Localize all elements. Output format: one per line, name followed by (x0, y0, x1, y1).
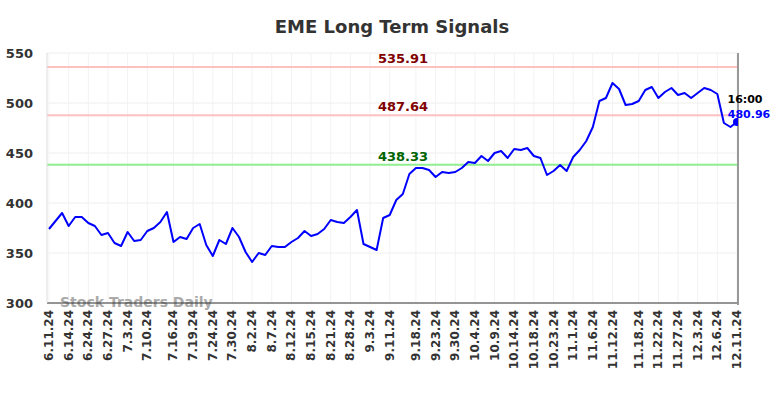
grid-line-x (389, 53, 390, 303)
x-tick-label: 11.18.24 (632, 310, 646, 369)
x-tick-label: 9.23.24 (429, 310, 443, 361)
x-tick-label: 7.3.24 (121, 310, 135, 353)
x-tick-label: 12.11.24 (730, 310, 744, 369)
grid-line-x (678, 53, 679, 303)
grid-line-x (553, 53, 554, 303)
x-tick-label: 11.12.24 (606, 310, 620, 369)
x-tick-label: 10.23.24 (547, 310, 561, 369)
reference-line (47, 164, 738, 166)
right-border (737, 53, 739, 305)
grid-line-x (68, 53, 69, 303)
grid-line (47, 253, 738, 254)
y-tick-label: 550 (6, 46, 33, 61)
grid-line-x (573, 53, 574, 303)
grid-line-x (311, 53, 312, 303)
watermark: Stock Traders Daily (60, 294, 213, 310)
reference-label: 438.33 (378, 149, 428, 164)
x-tick-label: 9.3.24 (363, 310, 377, 353)
grid-line-x (658, 53, 659, 303)
grid-line-x (147, 53, 148, 303)
price-line (49, 83, 737, 262)
grid-line-x (592, 53, 593, 303)
grid-line-x (638, 53, 639, 303)
x-tick-label: 12.6.24 (710, 310, 724, 361)
x-tick-label: 6.24.24 (81, 310, 95, 361)
x-tick-label: 7.10.24 (140, 310, 154, 361)
x-tick-label: 10.18.24 (527, 310, 541, 369)
x-tick-label: 8.12.24 (284, 310, 298, 361)
grid-line-x (717, 53, 718, 303)
grid-line-x (330, 53, 331, 303)
grid-line-x (350, 53, 351, 303)
plot-area (49, 83, 738, 262)
x-tick-label: 8.7.24 (265, 310, 279, 353)
grid-line-x (232, 53, 233, 303)
reference-line (47, 66, 738, 68)
y-tick-label: 500 (6, 96, 33, 111)
grid-line-x (193, 53, 194, 303)
grid-line-x (49, 53, 50, 303)
title: EME Long Term Signals (275, 16, 509, 37)
grid-line-x (455, 53, 456, 303)
background (0, 0, 784, 398)
x-tick-label: 8.21.24 (324, 310, 338, 361)
x-tick-label: 10.4.24 (468, 310, 482, 361)
last-time: 16:00 (727, 93, 762, 106)
x-tick-label: 12.3.24 (691, 310, 705, 361)
y-tick-label: 300 (6, 296, 33, 311)
grid-line-x (173, 53, 174, 303)
x-tick-label: 11.1.24 (566, 310, 580, 361)
grid-line-x (370, 53, 371, 303)
x-tick-label: 9.11.24 (383, 310, 397, 361)
grid-line-x (88, 53, 89, 303)
y-axis (47, 53, 48, 303)
x-tick-label: 6.14.24 (62, 310, 76, 361)
last-value: 480.96 (728, 108, 771, 121)
x-tick-label: 7.19.24 (186, 310, 200, 361)
grid-line-x (252, 53, 253, 303)
x-tick-label: 7.24.24 (206, 310, 220, 361)
y-tick-label: 350 (6, 246, 33, 261)
grid-line (47, 303, 738, 304)
x-tick-label: 8.2.24 (245, 310, 259, 353)
grid-line-x (494, 53, 495, 303)
grid-line-x (271, 53, 272, 303)
x-tick-label: 11.6.24 (586, 310, 600, 361)
y-tick-label: 450 (6, 146, 33, 161)
x-tick-label: 7.30.24 (225, 310, 239, 361)
grid-line-x (107, 53, 108, 303)
y-tick-label: 400 (6, 196, 33, 211)
grid-line-x (474, 53, 475, 303)
reference-label: 535.91 (378, 51, 428, 66)
grid-line-x (612, 53, 613, 303)
x-tick-label: 8.28.24 (343, 310, 357, 361)
grid-line-x (697, 53, 698, 303)
x-tick-label: 9.18.24 (409, 310, 423, 361)
grid-line-x (127, 53, 128, 303)
x-tick-label: 9.30.24 (448, 310, 462, 361)
x-tick-label: 7.16.24 (166, 310, 180, 361)
x-tick-label: 6.11.24 (42, 310, 56, 361)
grid-line (47, 203, 738, 204)
grid-line-x (533, 53, 534, 303)
x-tick-label: 10.9.24 (488, 310, 502, 361)
grid-line-x (291, 53, 292, 303)
x-tick-label: 11.27.24 (671, 310, 685, 369)
reference-line (47, 114, 738, 116)
reference-label: 487.64 (378, 99, 428, 114)
grid-line-x (415, 53, 416, 303)
x-tick-label: 6.27.24 (101, 310, 115, 361)
x-tick-label: 10.14.24 (507, 310, 521, 369)
x-tick-label: 8.15.24 (304, 310, 318, 361)
grid-line-x (514, 53, 515, 303)
x-tick-label: 11.22.24 (651, 310, 665, 369)
grid-line-x (212, 53, 213, 303)
x-axis (47, 303, 738, 304)
